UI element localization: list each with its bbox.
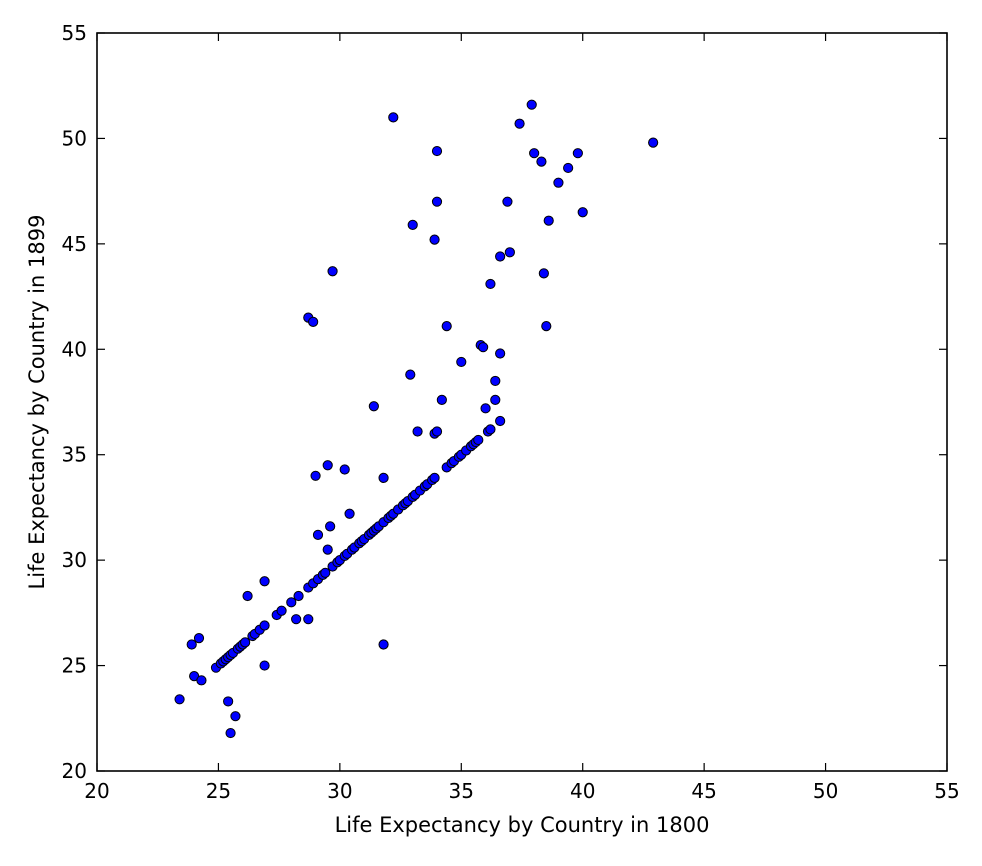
- data-point-11: [225, 727, 236, 739]
- data-point-63: [378, 639, 389, 650]
- y-tick-label-3: 35: [62, 443, 87, 467]
- x-tick-label-0: 20: [84, 779, 109, 803]
- data-point-24: [259, 576, 270, 587]
- data-point-116: [526, 99, 537, 110]
- data-point-124: [572, 148, 583, 159]
- y-axis-label: Life Expectancy by Country in 1899: [25, 215, 49, 590]
- data-point-121: [543, 215, 554, 226]
- x-tick-label-6: 50: [813, 779, 838, 803]
- y-tick-label-5: 45: [62, 232, 87, 256]
- data-point-1: [186, 639, 197, 650]
- data-point-89: [436, 394, 447, 405]
- data-point-59: [368, 401, 379, 412]
- data-point-14: [230, 711, 241, 722]
- plot-area-frame: [96, 32, 948, 772]
- data-point-86: [431, 426, 443, 437]
- data-point-95: [456, 356, 467, 368]
- data-point-29: [291, 614, 302, 625]
- data-point-74: [405, 369, 416, 380]
- data-point-3: [193, 633, 205, 644]
- data-point-119: [538, 268, 549, 279]
- data-point-31: [303, 614, 314, 625]
- data-point-101: [473, 434, 484, 446]
- data-point-28: [286, 597, 297, 608]
- y-tick-label-6: 50: [62, 126, 87, 150]
- data-point-115: [514, 118, 525, 129]
- data-point-30: [293, 590, 304, 602]
- data-point-27: [276, 605, 287, 616]
- data-point-42: [322, 460, 333, 471]
- data-point-40: [320, 567, 331, 578]
- data-point-117: [529, 148, 540, 159]
- data-point-18: [240, 637, 251, 648]
- data-point-36: [310, 470, 321, 481]
- y-tick-label-7: 55: [62, 21, 87, 45]
- data-point-38: [312, 529, 324, 540]
- data-point-88: [431, 145, 443, 157]
- data-point-112: [495, 251, 506, 262]
- x-tick-label-2: 30: [327, 779, 352, 803]
- data-point-41: [322, 544, 333, 555]
- data-point-44: [327, 266, 338, 277]
- data-point-125: [577, 207, 588, 218]
- data-point-107: [485, 424, 496, 435]
- x-tick-label-1: 25: [206, 779, 231, 803]
- data-point-0: [174, 694, 185, 705]
- data-point-83: [429, 472, 440, 484]
- y-tick-label-0: 20: [62, 759, 87, 783]
- data-points: [174, 99, 659, 739]
- y-tick-label-2: 30: [62, 548, 87, 572]
- data-point-113: [502, 196, 513, 207]
- data-point-65: [378, 472, 389, 484]
- data-point-34: [308, 316, 319, 327]
- data-point-10: [223, 696, 234, 707]
- x-tick-label-4: 40: [570, 779, 595, 803]
- data-point-118: [536, 156, 547, 167]
- data-point-25: [259, 620, 270, 631]
- data-point-120: [541, 320, 552, 332]
- data-point-110: [495, 415, 506, 427]
- data-point-114: [504, 247, 515, 258]
- data-point-123: [563, 162, 574, 174]
- data-point-106: [485, 278, 496, 290]
- y-tick-label-1: 25: [62, 654, 87, 678]
- data-point-87: [431, 196, 443, 207]
- x-tick-label-5: 45: [691, 779, 716, 803]
- data-point-23: [259, 660, 270, 671]
- data-point-108: [490, 375, 501, 387]
- data-point-48: [339, 464, 350, 475]
- x-tick-label-3: 35: [449, 779, 474, 803]
- data-point-85: [429, 234, 440, 245]
- data-point-75: [407, 219, 418, 230]
- x-axis-label: Life Expectancy by Country in 1800: [335, 813, 710, 837]
- y-tick-label-4: 40: [62, 337, 87, 361]
- x-tick-label-7: 55: [934, 779, 959, 803]
- data-point-4: [196, 675, 207, 686]
- data-point-78: [412, 426, 423, 437]
- data-point-103: [478, 342, 489, 353]
- data-point-68: [388, 112, 399, 123]
- data-point-109: [490, 394, 501, 405]
- axis-tick-labels: 20 25 30 35 40 45 50 55 20 25 30 35 40 45 50 55: [62, 21, 960, 803]
- data-point-90: [441, 320, 452, 332]
- data-point-43: [325, 521, 336, 532]
- data-point-19: [242, 590, 253, 602]
- data-point-122: [553, 177, 564, 188]
- data-point-51: [344, 508, 355, 519]
- data-point-104: [480, 403, 491, 414]
- axis-ticks: [96, 32, 948, 772]
- data-point-126: [648, 137, 659, 148]
- data-point-111: [495, 348, 506, 359]
